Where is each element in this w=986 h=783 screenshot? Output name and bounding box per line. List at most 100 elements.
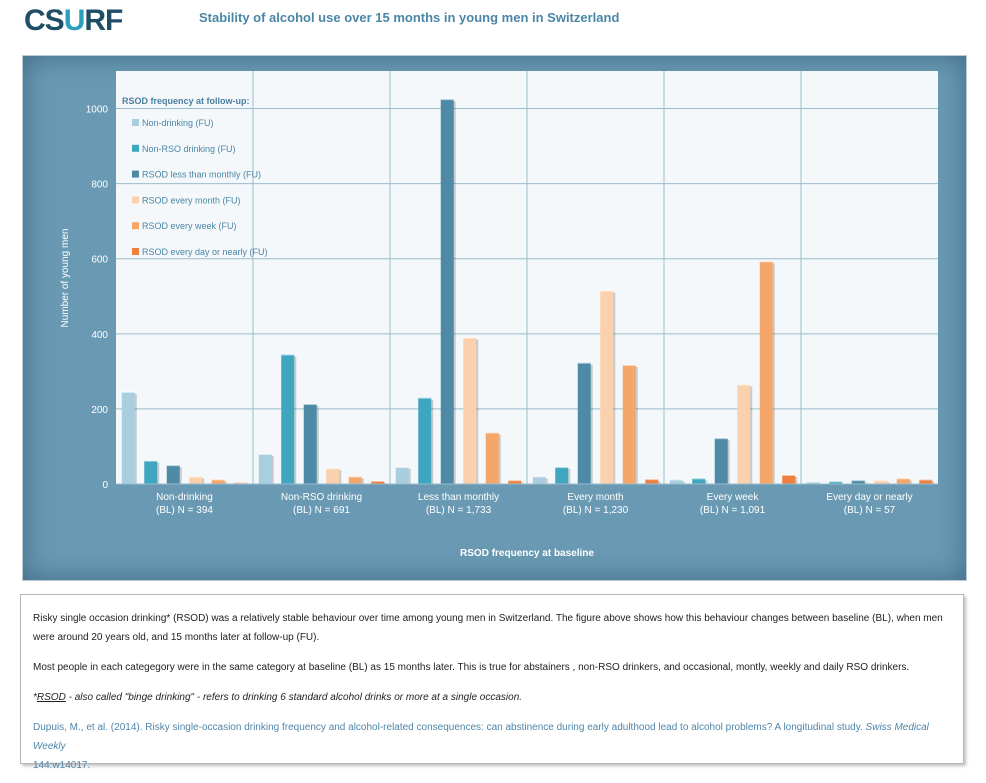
paragraph-rsod-stability: Risky single occasion drinking* (RSOD) w… — [33, 613, 943, 643]
bar-shadow — [727, 440, 730, 484]
bar — [782, 474, 796, 484]
bar — [211, 479, 225, 484]
bar-highlight — [395, 466, 409, 469]
bar-shadow — [316, 406, 319, 484]
paragraph-same-category: Most people in each categegory were in t… — [33, 662, 910, 673]
bar-highlight — [851, 479, 865, 482]
bar-highlight — [919, 478, 933, 481]
bar-highlight — [737, 383, 751, 386]
bar-shadow — [658, 481, 661, 484]
bar — [281, 354, 295, 484]
x-tick-label: Less than monthly — [418, 492, 499, 503]
bar-highlight — [508, 479, 522, 482]
legend-swatch — [132, 170, 139, 178]
bar-highlight — [600, 289, 614, 292]
x-tick-label: (BL) N = 57 — [844, 505, 896, 516]
bar-highlight — [303, 403, 317, 406]
bar-highlight — [692, 477, 706, 480]
bar — [919, 479, 933, 484]
bar-highlight — [144, 459, 158, 462]
bar-shadow — [339, 470, 342, 484]
bar — [395, 467, 409, 484]
chart-frame: 0 200 400 600 800 1000 Non-drinking (BL) N = 39… — [22, 55, 967, 581]
bar — [645, 479, 659, 484]
y-tick-label: 1000 — [86, 105, 109, 116]
bar-highlight — [759, 260, 773, 263]
bar-shadow — [521, 482, 524, 484]
bar — [485, 432, 499, 484]
y-tick-label: 400 — [91, 330, 108, 341]
bar-shadow — [932, 481, 935, 484]
bar-highlight — [348, 475, 362, 478]
bar — [440, 99, 454, 484]
bar-highlight — [234, 481, 248, 484]
legend-title: RSOD frequency at follow-up: — [122, 96, 250, 106]
bar — [600, 290, 614, 484]
bar-highlight — [166, 464, 180, 467]
bar-shadow — [476, 339, 479, 484]
bar — [189, 476, 203, 484]
bar — [258, 453, 272, 484]
x-tick-label: Every week — [707, 492, 760, 503]
bar-shadow — [772, 263, 775, 484]
bar-shadow — [157, 462, 160, 484]
legend-label: RSOD every month (FU) — [142, 195, 241, 205]
bar — [737, 384, 751, 484]
bar-highlight — [669, 478, 683, 481]
bar-highlight — [258, 452, 272, 455]
bar-highlight — [189, 475, 203, 478]
bar-highlight — [555, 466, 569, 469]
bar — [418, 397, 432, 484]
bar-shadow — [431, 399, 434, 484]
bar-shadow — [179, 467, 182, 484]
bar — [532, 476, 546, 484]
bar-shadow — [384, 482, 387, 484]
y-axis-title: Number of young men — [60, 229, 71, 328]
bar — [166, 465, 180, 484]
bar-shadow — [568, 469, 571, 484]
x-tick-label: (BL) N = 691 — [293, 505, 350, 516]
bar-shadow — [361, 478, 364, 484]
bar-shadow — [408, 469, 411, 484]
y-tick-label: 200 — [91, 405, 108, 416]
bar-highlight — [532, 475, 546, 478]
rsod-definition-note: *RSOD - also called "binge drinking" - r… — [33, 692, 523, 703]
bar — [577, 362, 591, 484]
legend-swatch — [132, 119, 139, 126]
bar-highlight — [829, 480, 843, 483]
bar — [669, 479, 683, 484]
bar-highlight — [440, 98, 454, 101]
bar — [121, 392, 135, 484]
bar — [806, 481, 820, 484]
bar-shadow — [909, 480, 912, 484]
bar — [463, 337, 477, 484]
y-tick-label: 0 — [102, 480, 108, 491]
bar-highlight — [326, 467, 340, 470]
bar-shadow — [705, 480, 708, 484]
bar — [144, 460, 158, 484]
bar-highlight — [645, 478, 659, 481]
x-tick-label: Every day or nearly — [826, 492, 912, 503]
bar — [851, 480, 865, 484]
bar-highlight — [281, 353, 295, 356]
bar-shadow — [224, 481, 227, 484]
x-tick-label: (BL) N = 1,230 — [563, 505, 629, 516]
bar-shadow — [202, 478, 205, 484]
bar-highlight — [371, 479, 385, 482]
bar-highlight — [874, 479, 888, 482]
legend-label: Non-RSO drinking (FU) — [142, 144, 236, 154]
y-tick-label: 800 — [91, 180, 108, 191]
bar-highlight — [121, 391, 135, 394]
bar-chart: 0 200 400 600 800 1000 Non-drinking (BL) N = 39… — [60, 71, 938, 559]
bar-shadow — [134, 394, 137, 484]
bar — [348, 476, 362, 484]
bar-shadow — [750, 386, 753, 484]
bar-shadow — [635, 366, 638, 484]
x-tick-label: (BL) N = 394 — [156, 505, 213, 516]
csurf-logo: CSURF — [24, 4, 123, 37]
bar-shadow — [498, 434, 501, 484]
bar-highlight — [782, 473, 796, 476]
bar-highlight — [896, 477, 910, 480]
bar-highlight — [806, 480, 820, 483]
bar-shadow — [294, 356, 297, 484]
